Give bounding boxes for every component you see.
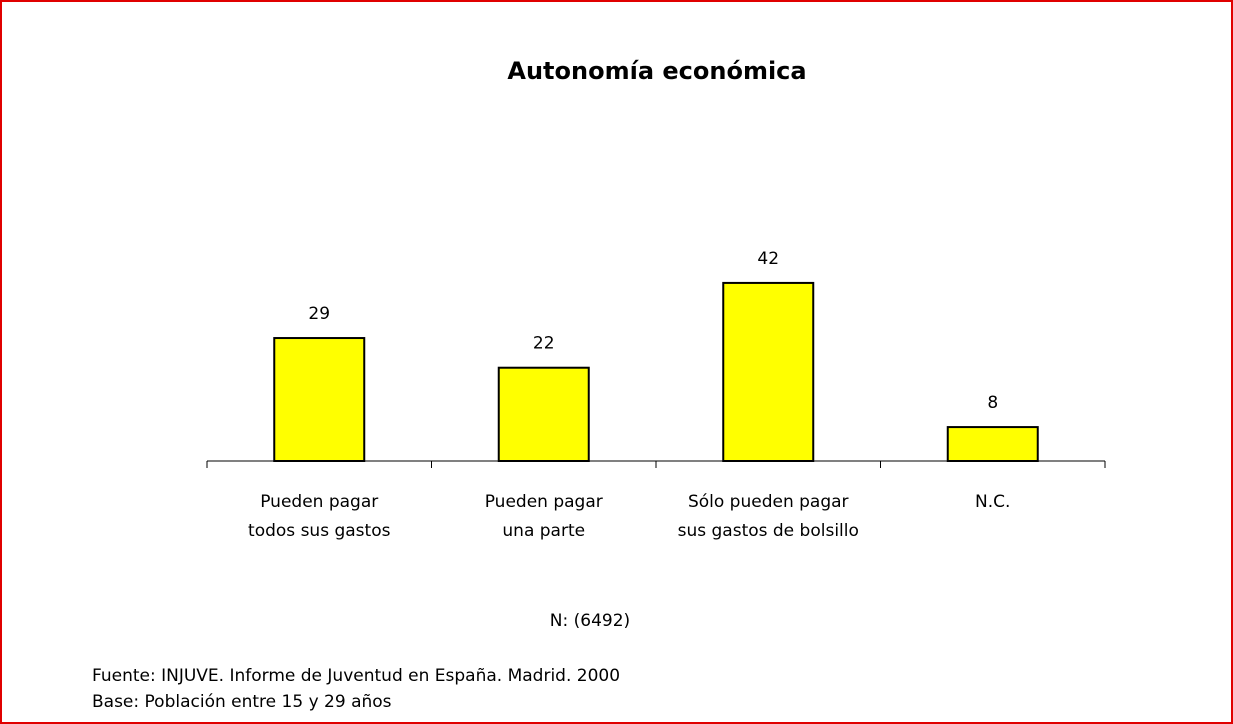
value-label: 22	[533, 334, 555, 354]
chart-title: Autonomía económica	[507, 57, 806, 85]
source-note: Fuente: INJUVE. Informe de Juventud en E…	[92, 666, 620, 686]
x-tick-label: Pueden pagar	[485, 492, 603, 512]
x-tick-label: Sólo pueden pagar	[688, 492, 849, 512]
annotation: N: (6492)	[550, 611, 630, 631]
x-tick-label: una parte	[502, 521, 585, 541]
x-tick-label: Pueden pagar	[260, 492, 378, 512]
bar	[497, 366, 590, 462]
value-label: 8	[987, 393, 998, 413]
bar	[722, 281, 815, 463]
x-tick-label: sus gastos de bolsillo	[678, 521, 859, 541]
bar	[273, 337, 366, 463]
value-label: 42	[757, 249, 779, 269]
base-note: Base: Población entre 15 y 29 años	[92, 692, 392, 712]
x-tick-label: todos sus gastos	[248, 521, 391, 541]
value-label: 29	[308, 304, 330, 324]
bar	[946, 426, 1039, 462]
x-tick-label: N.C.	[975, 492, 1010, 512]
